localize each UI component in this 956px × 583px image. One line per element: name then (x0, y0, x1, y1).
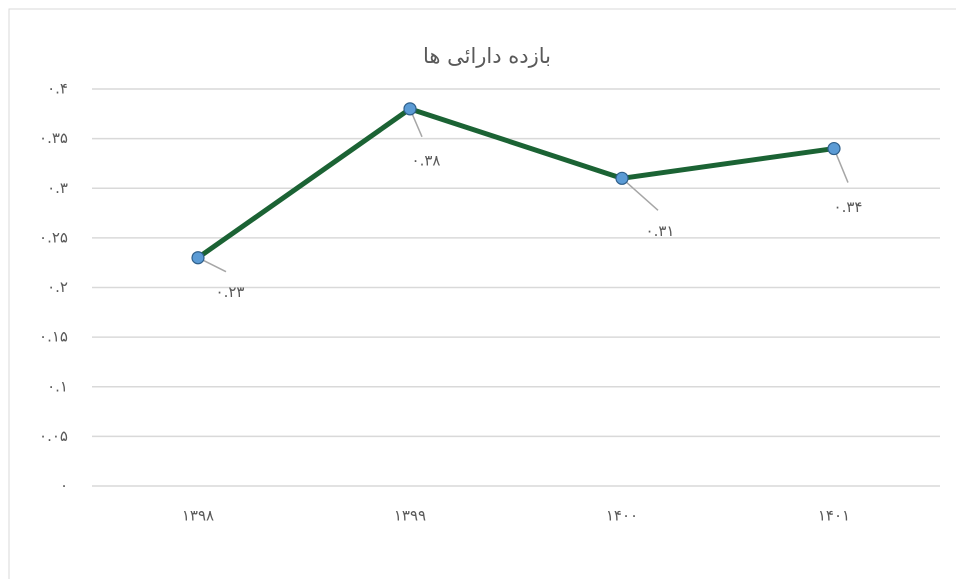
data-label: ۰.۳۱ (646, 222, 675, 240)
data-label: ۰.۳۴ (834, 198, 863, 216)
x-tick-label: ۱۳۹۹ (394, 507, 426, 525)
line (196, 106, 835, 260)
y-tick-label: ۰.۴ (47, 80, 68, 98)
marker (191, 251, 205, 265)
y-tick-label: ۰ (60, 477, 68, 495)
x-tick-label: ۱۳۹۸ (182, 507, 214, 525)
y-tick-label: ۰.۰۵ (39, 427, 68, 445)
data-label: ۰.۳۸ (412, 151, 441, 169)
x-tick-label: ۱۴۰۰ (606, 507, 638, 525)
y-tick-label: ۰.۱ (47, 377, 68, 395)
y-tick-label: ۰.۳۵ (39, 129, 68, 147)
x-tick-label: ۱۴۰۱ (818, 507, 850, 525)
y-tick-label: ۰.۳ (47, 179, 68, 197)
marker (827, 141, 841, 156)
data-label: ۰.۲۳ (216, 283, 245, 301)
y-tick-label: ۰.۱۵ (39, 328, 68, 346)
y-tick-label: ۰.۲۵ (39, 228, 68, 246)
y-tick-label: ۰.۲ (47, 278, 68, 296)
marker (403, 102, 417, 116)
chart-frame (8, 8, 956, 583)
marker (615, 171, 629, 185)
leader-line (621, 177, 659, 211)
chart-title: بازده دارائی ها (423, 44, 551, 68)
